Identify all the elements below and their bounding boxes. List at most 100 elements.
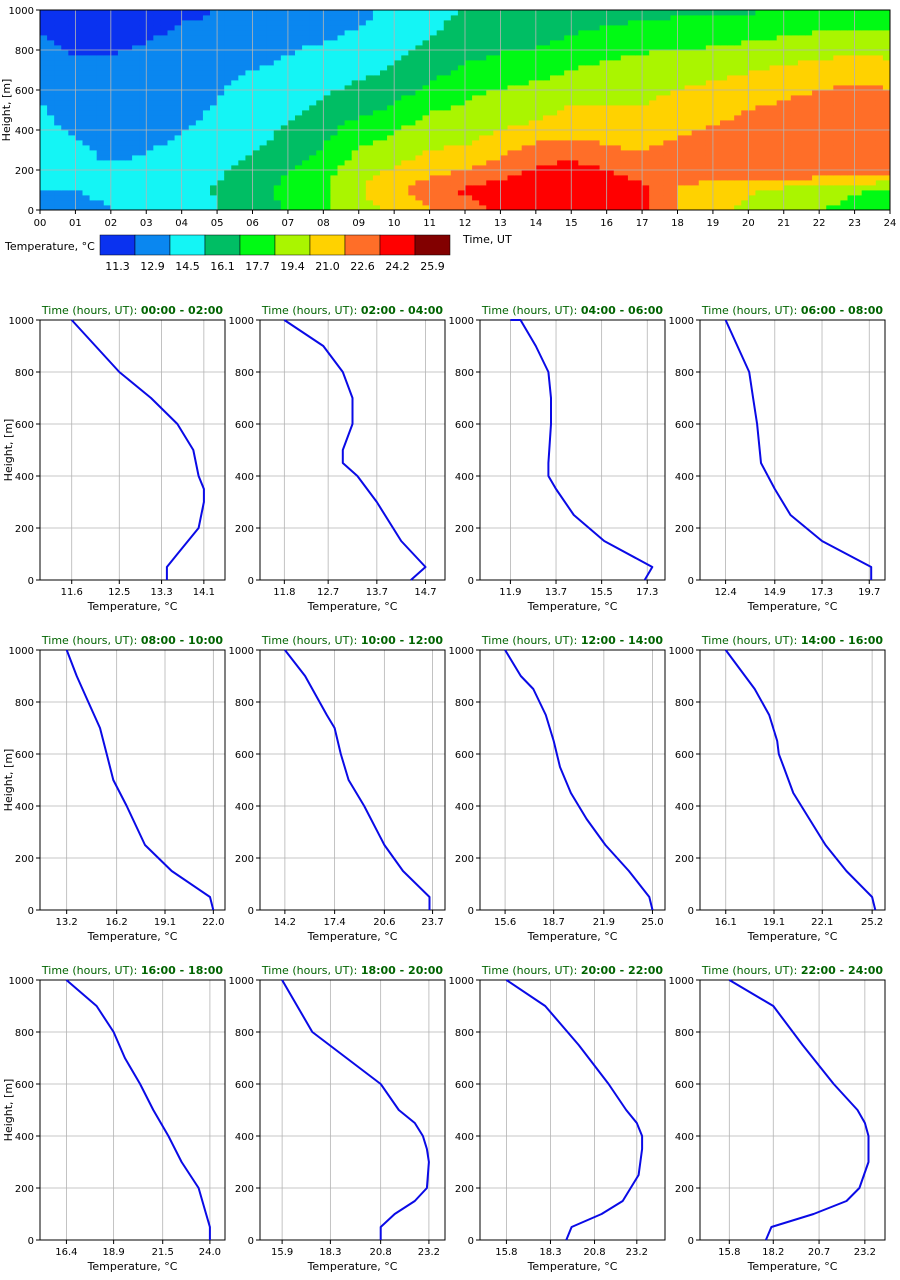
heatmap-cell <box>68 175 76 181</box>
heatmap-cell <box>387 140 395 146</box>
heatmap-cell <box>224 95 232 101</box>
heatmap-cell <box>75 40 83 46</box>
heatmap-cell <box>705 80 714 86</box>
heatmap-cell <box>670 100 678 106</box>
heatmap-cell <box>472 140 480 146</box>
heatmap-cell <box>387 125 395 131</box>
heatmap-cell <box>323 50 331 56</box>
heatmap-cell <box>493 145 501 151</box>
colorbar-swatch <box>379 234 416 256</box>
heatmap-cell <box>330 30 338 36</box>
heatmap-cell <box>344 175 353 181</box>
heatmap-cell <box>117 80 126 86</box>
heatmap-cell <box>776 55 785 61</box>
heatmap-cell <box>224 170 232 176</box>
heatmap-cell <box>769 185 778 191</box>
heatmap-cell <box>500 175 508 181</box>
heatmap-cell <box>167 75 175 81</box>
heatmap-cell <box>663 20 671 26</box>
heatmap-cell <box>61 155 69 161</box>
heatmap-cell <box>231 165 239 171</box>
profile-x-axis-label: Temperature, °C <box>87 600 178 613</box>
heatmap-cell <box>337 140 345 146</box>
heatmap-cell <box>323 170 331 176</box>
heatmap-cell <box>684 30 693 36</box>
heatmap-cell <box>344 120 353 126</box>
heatmap-cell <box>691 170 700 176</box>
heatmap-cell <box>160 30 168 36</box>
heatmap-cell <box>826 35 834 41</box>
heatmap-cell <box>720 65 728 71</box>
heatmap-cell <box>819 175 827 181</box>
heatmap-cell <box>465 30 473 36</box>
heatmap-cell <box>344 130 353 136</box>
heatmap-cell <box>436 205 445 211</box>
heatmap-cell <box>195 135 204 141</box>
heatmap-cell <box>741 70 749 76</box>
heatmap-cell <box>557 80 565 86</box>
heatmap-cell <box>762 170 770 176</box>
heatmap-cell <box>238 195 246 201</box>
heatmap-cell <box>443 75 452 81</box>
heatmap-cell <box>372 175 381 181</box>
heatmap-cell <box>797 95 806 101</box>
heatmap-cell <box>365 15 374 21</box>
heatmap-cell <box>266 130 275 136</box>
heatmap-cell <box>783 45 792 51</box>
heatmap-cell <box>358 30 367 36</box>
heatmap-cell <box>436 150 445 156</box>
heatmap-cell <box>790 30 799 36</box>
heatmap-cell <box>351 115 360 121</box>
heatmap-cell <box>465 200 473 206</box>
heatmap-cell <box>139 200 147 206</box>
heatmap-cell <box>797 110 806 116</box>
heatmap-cell <box>387 195 395 201</box>
heatmap-cell <box>429 150 438 156</box>
heatmap-cell <box>819 160 827 166</box>
heatmap-cell <box>202 50 211 56</box>
heatmap-cell <box>68 200 76 206</box>
heatmap-cell <box>868 165 877 171</box>
heatmap-cell <box>790 150 799 156</box>
heatmap-cell <box>528 130 537 136</box>
heatmap-cell <box>684 120 693 126</box>
heatmap-cell <box>450 80 459 86</box>
heatmap-cell <box>401 115 409 121</box>
heatmap-cell <box>635 55 643 61</box>
heatmap-cell <box>387 155 395 161</box>
heatmap-cell <box>316 125 324 131</box>
heatmap-cell <box>656 150 664 156</box>
heatmap-cell <box>231 80 239 86</box>
heatmap-cell <box>202 185 211 191</box>
heatmap-cell <box>698 110 707 116</box>
heatmap-cell <box>486 90 494 96</box>
heatmap-cell <box>472 195 480 201</box>
heatmap-cell <box>840 125 848 131</box>
heatmap-cell <box>882 175 891 181</box>
heatmap-cell <box>720 170 728 176</box>
heatmap-cell <box>110 205 119 211</box>
heatmap-cell <box>606 155 615 161</box>
heatmap-cell <box>670 50 678 56</box>
heatmap-cell <box>429 25 438 31</box>
heatmap-cell <box>344 110 353 116</box>
heatmap-cell <box>826 25 834 31</box>
heatmap-cell <box>415 160 423 166</box>
heatmap-cell <box>266 85 275 91</box>
heatmap-cell <box>720 190 728 196</box>
heatmap-cell <box>507 110 515 116</box>
heatmap-cell <box>380 120 388 126</box>
heatmap-cell <box>217 60 225 66</box>
heatmap-cell <box>542 205 551 211</box>
heatmap-cell <box>436 195 445 201</box>
heatmap-cell <box>500 80 508 86</box>
heatmap-cell <box>302 135 310 141</box>
heatmap-cell <box>741 135 749 141</box>
heatmap-cell <box>528 65 537 71</box>
heatmap-cell <box>507 170 515 176</box>
heatmap-cell <box>429 175 438 181</box>
heatmap-cell <box>627 165 636 171</box>
heatmap-cell <box>861 195 870 201</box>
heatmap-cell <box>217 30 225 36</box>
heatmap-cell <box>188 195 197 201</box>
